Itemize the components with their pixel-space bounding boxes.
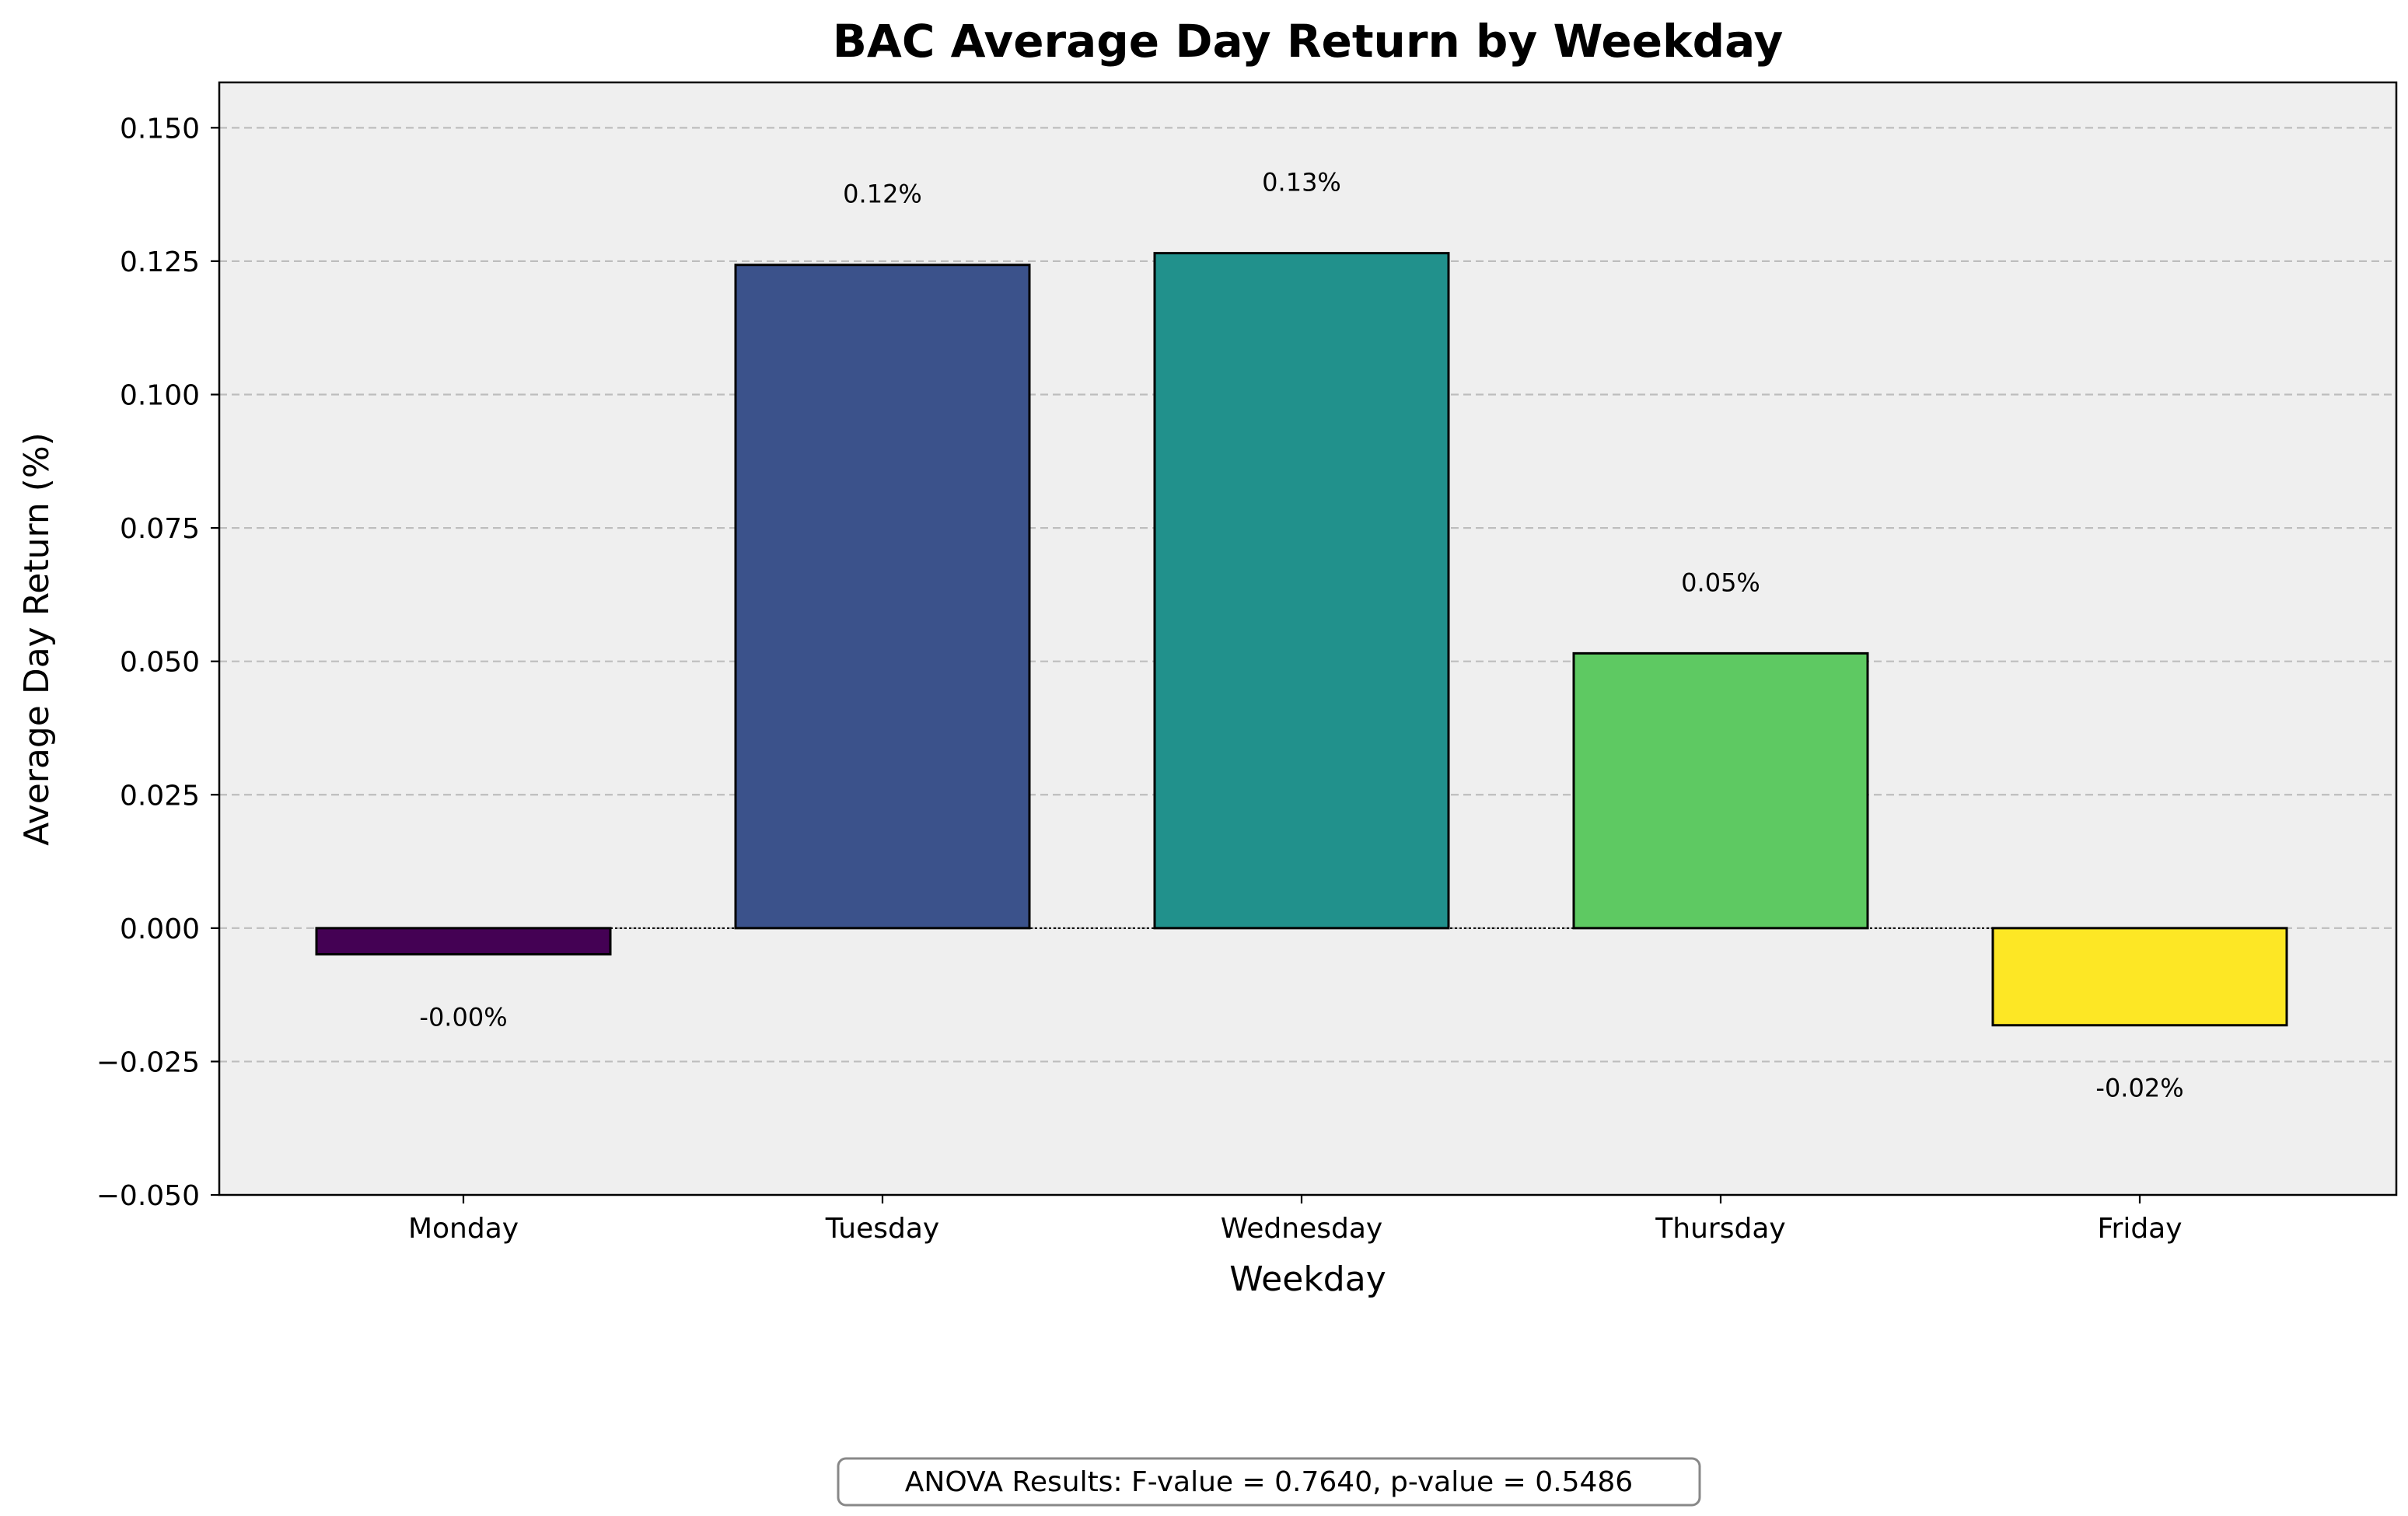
anova-annotation-box <box>837 1457 1701 1507</box>
x-tick-label: Friday <box>2097 1213 2182 1245</box>
y-tick-label: 0.025 <box>120 780 200 812</box>
bar-monday <box>315 927 612 955</box>
x-axis: Monday Tuesday Wednesday Thursday Friday <box>408 1195 2183 1245</box>
y-tick-label: 0.050 <box>120 647 200 679</box>
bar-wednesday <box>1153 252 1450 930</box>
y-tick-label: −0.025 <box>96 1046 200 1078</box>
data-label: 0.13% <box>1262 168 1341 197</box>
data-label: 0.12% <box>843 180 922 209</box>
y-tick-label: 0.075 <box>120 513 200 545</box>
data-label: -0.02% <box>2095 1074 2183 1103</box>
y-tick-label: 0.100 <box>120 380 200 412</box>
data-label: 0.05% <box>1681 568 1760 597</box>
y-axis-label: Average Day Return (%) <box>17 432 57 846</box>
bar-friday <box>1991 927 2288 1027</box>
y-tick-label: 0.125 <box>120 246 200 278</box>
y-axis: −0.050 −0.025 0.000 0.025 0.050 0.075 0.100 0.1… <box>96 113 219 1212</box>
y-tick-label: −0.050 <box>96 1180 200 1212</box>
bar-tuesday <box>734 264 1031 930</box>
bars <box>315 252 2288 1027</box>
anova-annotation: ANOVA Results: F-value = 0.7640, p-value… <box>905 1466 1633 1498</box>
x-axis-label: Weekday <box>1229 1259 1386 1299</box>
data-labels: -0.00% 0.12% 0.13% 0.05% -0.02% <box>419 168 2183 1103</box>
y-tick-label: 0.150 <box>120 113 200 145</box>
x-tick-label: Wednesday <box>1221 1213 1382 1245</box>
plot-frame <box>218 81 2398 1196</box>
x-tick-label: Thursday <box>1655 1213 1785 1245</box>
x-tick-label: Tuesday <box>825 1213 939 1245</box>
y-tick-label: 0.000 <box>120 913 200 945</box>
data-label: -0.00% <box>419 1002 507 1032</box>
chart-title: BAC Average Day Return by Weekday <box>833 15 1784 68</box>
bar-thursday <box>1572 651 1869 930</box>
x-tick-label: Monday <box>408 1213 519 1245</box>
